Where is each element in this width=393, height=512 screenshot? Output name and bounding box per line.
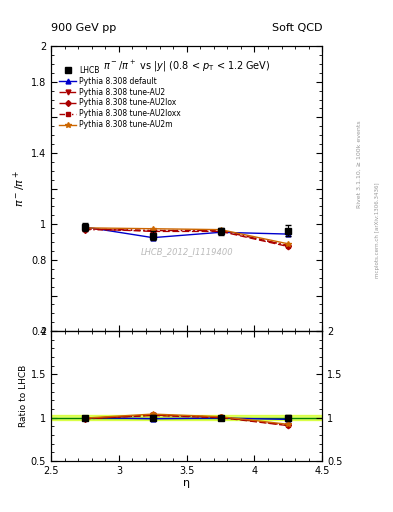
Pythia 8.308 tune-AU2loxx — [151, 227, 155, 233]
Text: $\pi^-/\pi^+$ vs $|y|$ (0.8 < $p_\mathrm{T}$ < 1.2 GeV): $\pi^-/\pi^+$ vs $|y|$ (0.8 < $p_\mathrm… — [103, 59, 270, 74]
Line: Pythia 8.308 tune-AU2lox: Pythia 8.308 tune-AU2lox — [83, 227, 290, 248]
Y-axis label: $\pi^-/\pi^+$: $\pi^-/\pi^+$ — [12, 170, 28, 207]
Text: Soft QCD: Soft QCD — [272, 23, 322, 33]
Pythia 8.308 default — [151, 234, 155, 241]
Line: Pythia 8.308 default: Pythia 8.308 default — [83, 225, 291, 240]
Pythia 8.308 tune-AU2lox — [218, 227, 223, 233]
Text: LHCB_2012_I1119400: LHCB_2012_I1119400 — [140, 247, 233, 256]
Pythia 8.308 tune-AU2 — [218, 228, 223, 234]
Pythia 8.308 tune-AU2loxx — [218, 227, 223, 233]
Text: Rivet 3.1.10, ≥ 100k events: Rivet 3.1.10, ≥ 100k events — [357, 120, 362, 208]
Text: 900 GeV pp: 900 GeV pp — [51, 23, 116, 33]
Pythia 8.308 tune-AU2m — [151, 226, 155, 232]
Pythia 8.308 tune-AU2m — [218, 226, 223, 232]
Line: Pythia 8.308 tune-AU2: Pythia 8.308 tune-AU2 — [83, 226, 291, 249]
Line: Pythia 8.308 tune-AU2loxx: Pythia 8.308 tune-AU2loxx — [83, 227, 290, 248]
Pythia 8.308 default — [83, 224, 87, 230]
Pythia 8.308 default — [286, 231, 291, 237]
Y-axis label: Ratio to LHCB: Ratio to LHCB — [19, 365, 28, 427]
Pythia 8.308 tune-AU2 — [151, 228, 155, 234]
Pythia 8.308 tune-AU2lox — [286, 243, 291, 249]
Pythia 8.308 tune-AU2lox — [151, 227, 155, 233]
Pythia 8.308 default — [218, 229, 223, 236]
X-axis label: η: η — [183, 478, 190, 488]
Text: mcplots.cern.ch [arXiv:1306.3436]: mcplots.cern.ch [arXiv:1306.3436] — [375, 183, 380, 278]
Line: Pythia 8.308 tune-AU2m: Pythia 8.308 tune-AU2m — [82, 225, 291, 247]
Pythia 8.308 tune-AU2loxx — [83, 226, 87, 232]
Pythia 8.308 tune-AU2loxx — [286, 243, 291, 249]
Pythia 8.308 tune-AU2m — [83, 225, 87, 231]
Pythia 8.308 tune-AU2lox — [83, 226, 87, 232]
Pythia 8.308 tune-AU2 — [83, 226, 87, 232]
Pythia 8.308 tune-AU2 — [286, 244, 291, 250]
Bar — [51, 415, 322, 420]
Legend: LHCB, Pythia 8.308 default, Pythia 8.308 tune-AU2, Pythia 8.308 tune-AU2lox, Pyt: LHCB, Pythia 8.308 default, Pythia 8.308… — [58, 64, 182, 131]
Pythia 8.308 tune-AU2m — [286, 241, 291, 247]
